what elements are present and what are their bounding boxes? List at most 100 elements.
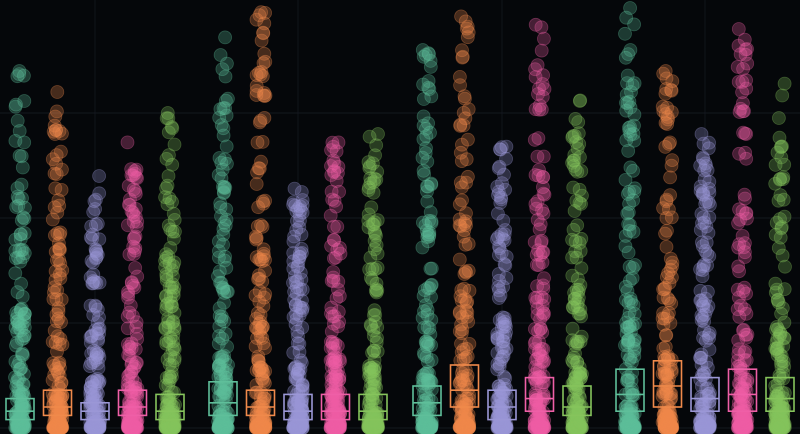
data-point [55,126,69,141]
data-point [733,47,748,62]
data-point [124,364,139,379]
data-point [730,359,745,374]
data-point [732,414,746,429]
data-point [48,181,63,196]
data-point [368,308,383,322]
data-point [776,339,791,354]
data-point [528,70,543,84]
data-point [528,17,543,32]
data-point [49,361,63,376]
data-point [125,421,140,434]
data-point [295,418,310,433]
data-point [219,212,234,227]
data-point [622,352,637,367]
data-point [54,418,69,433]
data-point [54,421,69,434]
data-point [13,303,28,318]
data-point [89,421,104,434]
data-point [52,421,67,434]
data-point [86,255,100,270]
data-point [460,132,475,147]
data-point [212,350,227,365]
data-point [88,298,103,313]
data-point [657,366,672,381]
data-point [52,421,66,434]
data-point [48,421,63,434]
data-point [85,231,99,246]
data-point [776,401,791,415]
data-point [47,421,61,434]
data-point [124,341,139,356]
data-point [89,421,103,434]
data-point [256,88,271,103]
data-point [219,365,233,380]
data-point [658,64,673,78]
data-point [127,247,141,262]
data-point [537,187,552,202]
data-point [127,419,142,434]
data-point [121,421,136,434]
data-point [47,358,62,373]
data-point [14,243,29,258]
data-point [122,339,137,354]
data-point [89,394,104,408]
data-point [568,365,583,380]
data-point [17,226,32,241]
data-point [89,420,104,434]
data-point [129,420,144,434]
data-point [212,301,227,316]
data-point [497,344,512,359]
data-point [54,375,69,390]
data-point [16,377,31,392]
data-point [290,324,305,339]
data-point [90,420,105,434]
data-point [768,227,783,242]
data-point [53,420,67,434]
data-point [527,132,542,147]
data-point [252,115,267,130]
data-point [15,418,30,433]
data-point [124,384,139,399]
data-point [15,387,30,402]
data-point [361,220,376,235]
data-point [53,242,67,257]
data-point [52,355,67,370]
data-point [660,117,675,131]
data-point [459,152,474,167]
data-point [166,284,181,299]
data-point [17,246,32,261]
data-point [13,254,28,269]
data-point [88,421,103,434]
data-point [17,310,32,325]
data-point [86,408,101,423]
data-point [286,246,301,260]
data-point [91,356,105,371]
data-point [14,177,29,192]
data-point [10,189,25,204]
data-point [45,152,60,167]
data-point [121,421,136,434]
data-point [121,197,136,212]
data-point [127,413,142,428]
data-point [50,283,65,298]
data-point [84,384,99,399]
data-point [120,381,135,396]
data-point [49,419,64,434]
data-point [91,361,106,375]
data-point [128,260,143,275]
data-point [52,419,67,434]
data-point [125,420,140,434]
data-point [731,376,746,391]
data-point [10,393,24,408]
data-point [12,388,26,403]
data-point [126,208,141,223]
data-point [12,418,26,432]
data-point [83,401,98,416]
data-point [365,156,380,171]
data-point [490,356,505,371]
data-point [16,417,31,432]
data-point [130,332,145,346]
data-point [10,358,25,373]
data-point [249,177,264,191]
data-point [15,289,30,304]
